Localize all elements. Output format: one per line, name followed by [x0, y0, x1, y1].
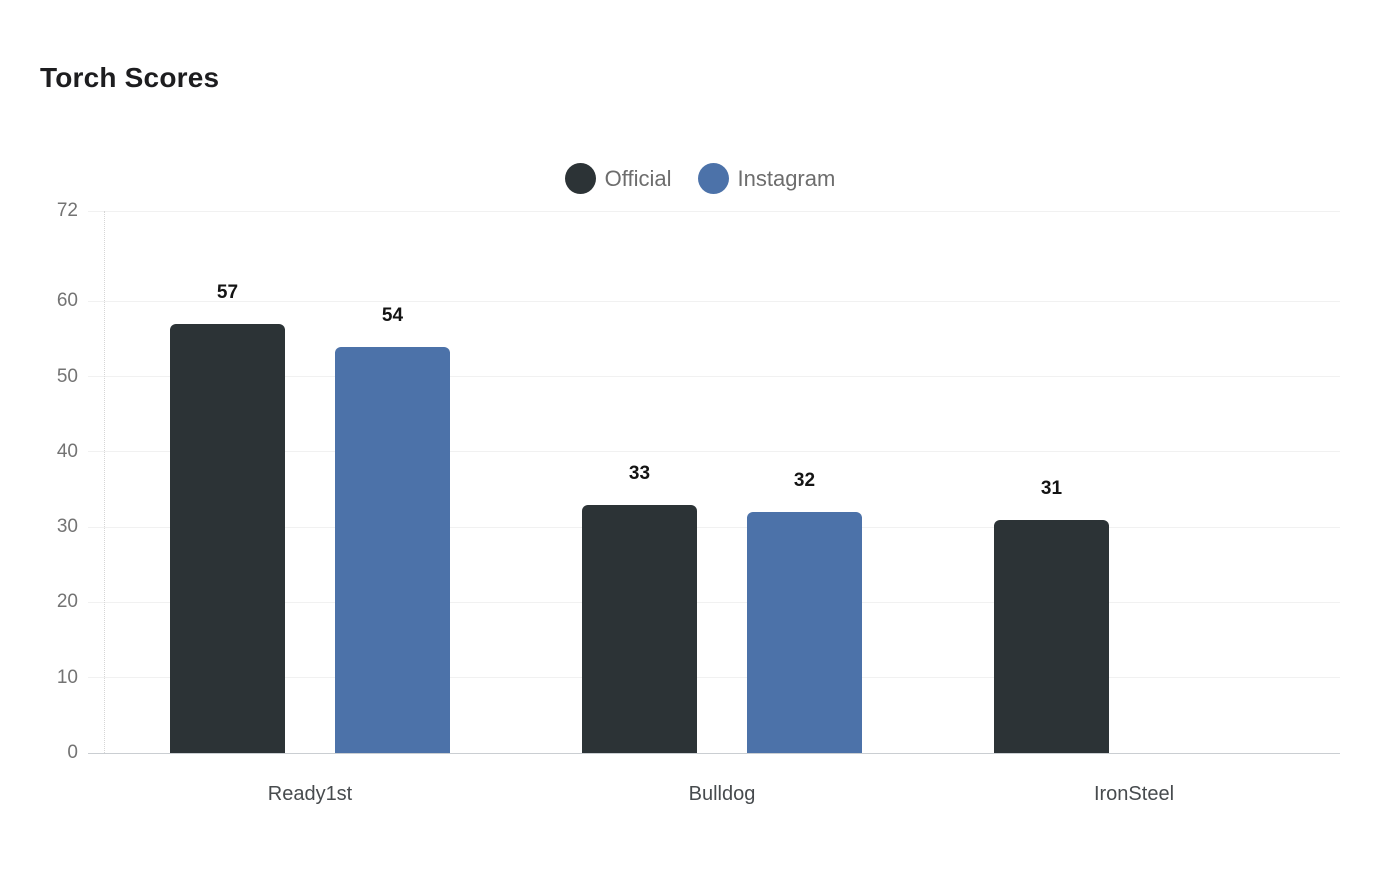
bar-instagram-bulldog	[747, 512, 862, 753]
x-category-label-bulldog: Bulldog	[688, 783, 756, 805]
bar-instagram-ready1st	[335, 346, 450, 753]
y-tick-label: 60	[56, 290, 78, 312]
gridline	[88, 526, 1340, 528]
y-tick-label: 40	[56, 440, 78, 462]
gridline	[88, 210, 1340, 212]
legend-item-instagram[interactable]: Instagram	[697, 163, 836, 194]
gridline	[88, 677, 1340, 679]
bar-official-bulldog	[582, 504, 697, 753]
gridline	[88, 376, 1340, 378]
legend-marker-circle-icon	[697, 163, 729, 194]
y-tick-label: 30	[56, 516, 78, 538]
gridline	[88, 601, 1340, 603]
x-category-label-ironsteel: IronSteel	[1093, 783, 1175, 805]
legend-item-label: Official	[604, 165, 672, 191]
value-label-instagram-bulldog: 32	[793, 470, 816, 492]
legend-marker-circle-icon	[564, 163, 596, 194]
gridline	[88, 451, 1340, 453]
y-axis-line	[104, 211, 105, 753]
bar-official-ironsteel	[994, 519, 1109, 753]
bar-official-ready1st	[170, 323, 285, 753]
y-tick-label: 50	[56, 365, 78, 387]
value-label-official-bulldog: 33	[628, 462, 651, 484]
value-label-instagram-ready1st: 54	[381, 304, 404, 326]
y-tick-label: 72	[56, 200, 78, 221]
legend-item-official[interactable]: Official	[564, 163, 672, 194]
y-tick-label: 10	[56, 666, 78, 688]
x-axis-baseline	[88, 752, 1340, 754]
legend: Official Instagram	[0, 163, 1400, 194]
y-tick-label: 20	[56, 591, 78, 613]
value-label-official-ready1st: 57	[216, 281, 239, 303]
chart-title: Torch Scores	[40, 62, 220, 93]
y-tick-label: 0	[67, 742, 78, 763]
value-label-official-ironsteel: 31	[1040, 477, 1063, 499]
legend-item-label: Instagram	[737, 165, 836, 191]
gridline	[88, 300, 1340, 302]
x-category-label-ready1st: Ready1st	[267, 783, 353, 805]
